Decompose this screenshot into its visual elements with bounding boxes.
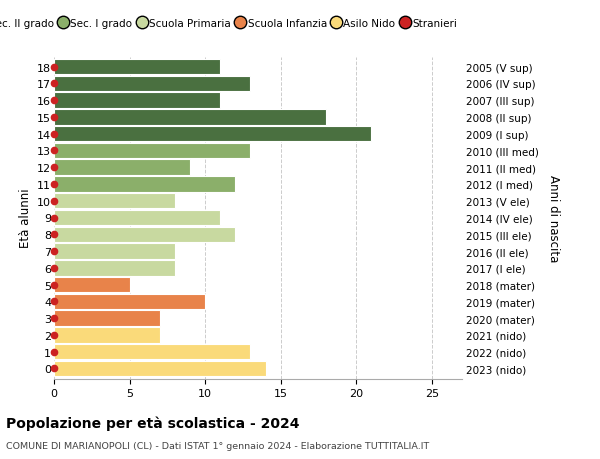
Bar [54,361,266,376]
Y-axis label: Età alunni: Età alunni [19,188,32,248]
Bar [54,60,220,75]
Bar [54,327,160,343]
Bar [54,143,250,159]
Bar [54,110,326,125]
Bar [54,311,160,326]
Text: COMUNE DI MARIANOPOLI (CL) - Dati ISTAT 1° gennaio 2024 - Elaborazione TUTTITALI: COMUNE DI MARIANOPOLI (CL) - Dati ISTAT … [6,441,429,450]
Legend: Sec. II grado, Sec. I grado, Scuola Primaria, Scuola Infanzia, Asilo Nido, Stran: Sec. II grado, Sec. I grado, Scuola Prim… [0,14,461,33]
Bar [54,277,130,293]
Bar [54,210,220,226]
Bar [54,344,250,359]
Bar [54,261,175,276]
Bar [54,77,250,92]
Bar [54,177,235,192]
Bar [54,127,371,142]
Y-axis label: Anni di nascita: Anni di nascita [547,174,560,262]
Bar [54,227,235,242]
Bar [54,294,205,309]
Bar [54,194,175,209]
Bar [54,244,175,259]
Bar [54,93,220,109]
Bar [54,160,190,175]
Text: Popolazione per età scolastica - 2024: Popolazione per età scolastica - 2024 [6,415,299,430]
